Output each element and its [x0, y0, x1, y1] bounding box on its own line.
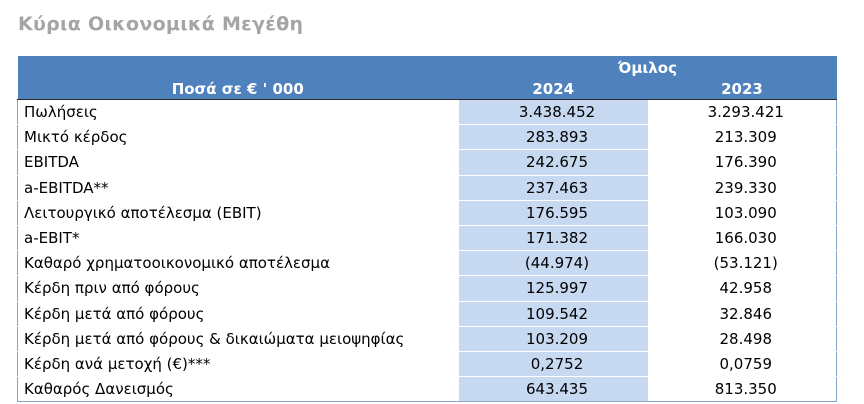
value-2023: 103.090 — [647, 200, 837, 226]
row-label: a-EBITDA** — [17, 175, 459, 201]
table-row: a-EBIT* 171.382 166.030 — [17, 225, 837, 252]
value-2024: 643.435 — [458, 376, 648, 403]
value-2024: 3.438.452 — [458, 99, 648, 126]
table-row: Καθαρός Δανεισμός 643.435 813.350 — [17, 376, 837, 403]
value-2023: 176.390 — [647, 149, 837, 176]
row-label: Καθαρό χρηματοοικονομικό αποτέλεσμα — [17, 250, 459, 277]
row-label: a-EBIT* — [17, 225, 459, 252]
row-label: Λειτουργικό αποτέλεσμα (EBIT) — [17, 200, 459, 226]
financial-figures-table: Όμιλος Ποσά σε € ' 000 2024 2023 Πωλήσει… — [17, 56, 837, 403]
year-2024-header: 2024 — [458, 78, 648, 100]
row-label: EBITDA — [17, 149, 459, 176]
table-row: Πωλήσεις 3.438.452 3.293.421 — [17, 99, 837, 126]
value-2024: (44.974) — [458, 250, 648, 277]
table-row: Κέρδη ανά μετοχή (€)*** 0,2752 0,0759 — [17, 351, 837, 378]
value-2024: 0,2752 — [458, 351, 648, 378]
page-title: Κύρια Οικονομικά Μεγέθη — [18, 13, 304, 35]
row-label: Πωλήσεις — [17, 99, 459, 126]
table-header: Όμιλος Ποσά σε € ' 000 2024 2023 — [17, 56, 837, 100]
value-2023: 28.498 — [647, 326, 837, 352]
value-2024: 109.542 — [458, 301, 648, 327]
value-2023: 813.350 — [647, 376, 837, 403]
table-row: Κέρδη μετά από φόρους 109.542 32.846 — [17, 301, 837, 327]
row-label: Μικτό κέρδος — [17, 124, 459, 151]
value-2024: 125.997 — [458, 275, 648, 302]
value-2023: 213.309 — [647, 124, 837, 151]
value-2023: 3.293.421 — [647, 99, 837, 126]
table-row: EBITDA 242.675 176.390 — [17, 149, 837, 176]
value-2024: 237.463 — [458, 175, 648, 201]
value-2023: 32.846 — [647, 301, 837, 327]
amounts-header: Ποσά σε € ' 000 — [17, 78, 459, 100]
table-row: Μικτό κέρδος 283.893 213.309 — [17, 124, 837, 151]
group-header: Όμιλος — [458, 56, 837, 78]
table-row: a-EBITDA** 237.463 239.330 — [17, 175, 837, 201]
year-2023-header: 2023 — [647, 78, 837, 100]
value-2023: 42.958 — [647, 275, 837, 302]
table-row: Κέρδη πριν από φόρους 125.997 42.958 — [17, 275, 837, 302]
row-label: Καθαρός Δανεισμός — [17, 376, 459, 403]
value-2024: 242.675 — [458, 149, 648, 176]
row-label: Κέρδη πριν από φόρους — [17, 275, 459, 302]
header-spacer — [17, 56, 459, 78]
value-2024: 283.893 — [458, 124, 648, 151]
value-2023: (53.121) — [647, 250, 837, 277]
row-label: Κέρδη μετά από φόρους & δικαιώματα μειοψ… — [17, 326, 459, 352]
table-row: Καθαρό χρηματοοικονομικό αποτέλεσμα (44.9… — [17, 250, 837, 277]
value-2024: 176.595 — [458, 200, 648, 226]
value-2024: 171.382 — [458, 225, 648, 252]
value-2024: 103.209 — [458, 326, 648, 352]
value-2023: 0,0759 — [647, 351, 837, 378]
row-label: Κέρδη ανά μετοχή (€)*** — [17, 351, 459, 378]
value-2023: 239.330 — [647, 175, 837, 201]
table-body: Πωλήσεις 3.438.452 3.293.421 Μικτό κέρδος 28… — [17, 99, 837, 403]
row-label: Κέρδη μετά από φόρους — [17, 301, 459, 327]
value-2023: 166.030 — [647, 225, 837, 252]
table-row: Κέρδη μετά από φόρους & δικαιώματα μειοψ… — [17, 326, 837, 352]
table-row: Λειτουργικό αποτέλεσμα (EBIT) 176.595 103.… — [17, 200, 837, 226]
